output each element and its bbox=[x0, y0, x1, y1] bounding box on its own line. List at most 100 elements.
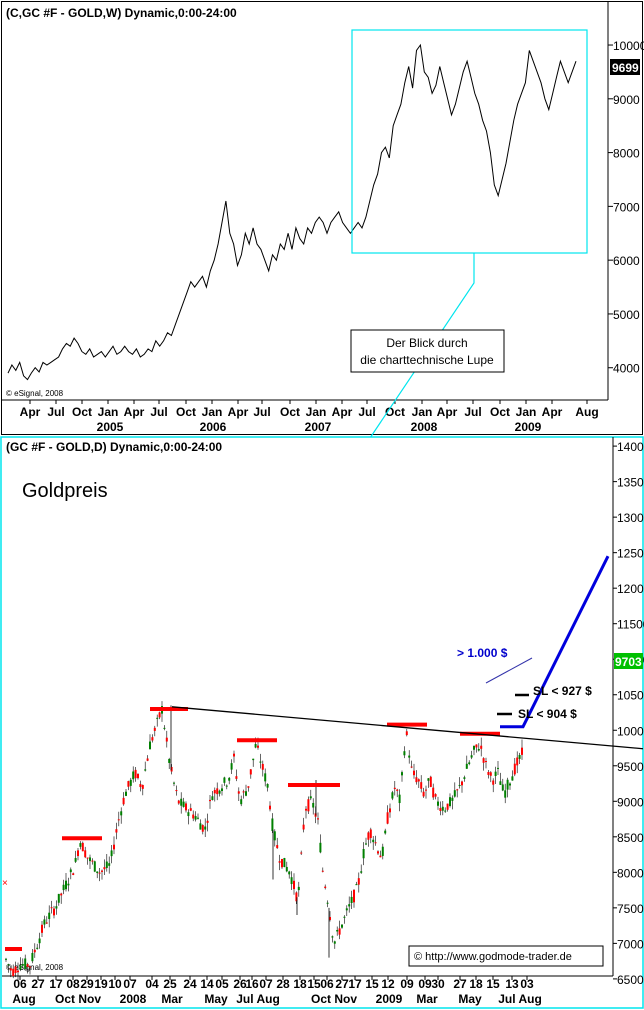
candle-body bbox=[410, 766, 413, 768]
projection-arrow-line bbox=[500, 555, 610, 729]
candle-body bbox=[55, 906, 58, 909]
goldpreis-label: Goldpreis bbox=[22, 480, 108, 502]
daily-xtick-label: 18 bbox=[469, 977, 483, 991]
candle-body bbox=[297, 886, 300, 891]
candle-body bbox=[177, 800, 180, 804]
candle-body bbox=[182, 801, 185, 807]
candle-body bbox=[367, 832, 370, 840]
candle-body bbox=[233, 753, 235, 757]
annotation-line-2: die charttechnische Lupe bbox=[360, 353, 494, 367]
daily-last-price: 9703 bbox=[615, 655, 642, 669]
candle-body bbox=[458, 784, 461, 786]
candle-body bbox=[317, 818, 319, 820]
candle-body bbox=[506, 779, 509, 790]
annotation-line-1: Der Blick durch bbox=[386, 336, 467, 350]
candle-body bbox=[173, 782, 175, 784]
candle-body bbox=[221, 788, 223, 791]
inner-trendline bbox=[485, 657, 533, 684]
daily-xtick-label: 27 bbox=[453, 977, 467, 991]
candle-body bbox=[29, 966, 31, 968]
candle-body bbox=[377, 851, 379, 854]
daily-xtick-label: 15 bbox=[307, 977, 321, 991]
candle-body bbox=[499, 781, 502, 785]
weekly-ytick-label: 7000 bbox=[613, 200, 640, 214]
weekly-ytick-label: 5000 bbox=[613, 308, 640, 322]
candle-body bbox=[444, 810, 447, 812]
daily-xtick-label: 30 bbox=[431, 977, 445, 991]
candle-body bbox=[96, 871, 99, 874]
candle-body bbox=[98, 872, 101, 874]
candle-body bbox=[379, 855, 382, 858]
candle-body bbox=[170, 766, 173, 772]
weekly-xtick-label: Apr bbox=[542, 405, 563, 419]
stop-loss-label-2: SL < 904 $ bbox=[518, 707, 577, 721]
candle-body bbox=[137, 773, 139, 779]
daily-xtick-label: 15 bbox=[365, 977, 379, 991]
candle-body bbox=[206, 820, 209, 823]
candle-body bbox=[302, 824, 305, 830]
weekly-xtick-label: Jan bbox=[516, 405, 537, 419]
candle-body bbox=[237, 791, 240, 794]
candle-body bbox=[283, 858, 286, 868]
candle-body bbox=[197, 817, 199, 819]
daily-xtick-label: 15 bbox=[486, 977, 500, 991]
candle-body bbox=[369, 829, 372, 838]
candle-body bbox=[333, 941, 336, 944]
daily-ytick-label: 13500 bbox=[617, 476, 644, 490]
candle-body bbox=[74, 858, 77, 862]
candle-body bbox=[38, 938, 41, 944]
candle-body bbox=[144, 769, 147, 771]
weekly-xtick-label: Apr bbox=[228, 405, 249, 419]
weekly-xtick-label: Apr bbox=[332, 405, 353, 419]
daily-ytick-label: 10500 bbox=[617, 689, 644, 703]
daily-xtick-label: 24 bbox=[183, 977, 197, 991]
daily-xtick-label: 06 bbox=[13, 977, 27, 991]
daily-xtick-label: 13 bbox=[505, 977, 519, 991]
candle-body bbox=[350, 896, 353, 904]
candle-body bbox=[189, 808, 192, 811]
candle-body bbox=[211, 796, 214, 800]
candle-body bbox=[235, 776, 238, 779]
daily-ytick-label: 6500 bbox=[617, 973, 644, 987]
candle-body bbox=[422, 791, 425, 797]
weekly-xtick-label: Jul bbox=[464, 405, 481, 419]
candle-body bbox=[139, 784, 142, 788]
daily-month-label: Oct Nov bbox=[311, 992, 357, 1006]
weekly-xtick-label: Oct bbox=[280, 405, 300, 419]
candle-body bbox=[278, 861, 281, 863]
candle-body bbox=[269, 805, 271, 810]
candle-body bbox=[7, 964, 10, 966]
candle-body bbox=[475, 744, 478, 748]
candle-body bbox=[501, 784, 504, 791]
candle-body bbox=[108, 863, 111, 866]
candle-body bbox=[468, 762, 471, 765]
candle-body bbox=[401, 772, 403, 776]
candle-body bbox=[158, 712, 161, 718]
candle-body bbox=[26, 964, 29, 967]
candle-body bbox=[312, 802, 315, 808]
candle-body bbox=[341, 924, 343, 928]
candle-body bbox=[307, 799, 310, 812]
daily-month-label: Mar bbox=[416, 992, 438, 1006]
candle-body bbox=[295, 892, 298, 902]
candle-body bbox=[247, 786, 250, 788]
candle-body bbox=[187, 812, 190, 817]
candle-body bbox=[146, 758, 149, 761]
candle-body bbox=[345, 908, 348, 911]
candle-body bbox=[127, 781, 130, 787]
candle-body bbox=[242, 791, 245, 793]
daily-chart-title: (GC #F - GOLD,D) Dynamic,0:00-24:00 bbox=[6, 440, 222, 454]
candle-body bbox=[163, 727, 166, 729]
candle-body bbox=[149, 741, 151, 750]
candle-body bbox=[101, 870, 103, 872]
candle-body bbox=[91, 860, 94, 862]
candle-body bbox=[521, 747, 523, 755]
candle-body bbox=[425, 789, 427, 791]
candle-body bbox=[374, 842, 377, 844]
candle-body bbox=[79, 843, 82, 847]
candle-body bbox=[50, 907, 53, 909]
candle-body bbox=[67, 883, 70, 886]
candle-body bbox=[24, 958, 27, 969]
daily-xtick-label: 27 bbox=[335, 977, 349, 991]
daily-ytick-label: 10000 bbox=[617, 724, 644, 738]
